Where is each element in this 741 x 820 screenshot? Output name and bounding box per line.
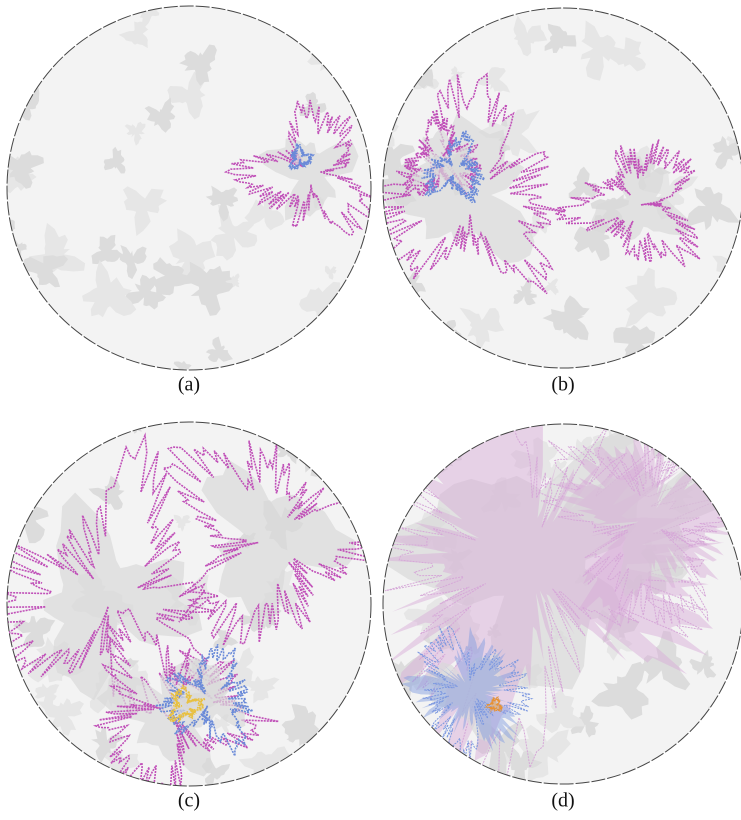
gray-patch bbox=[290, 759, 310, 778]
gray-patch bbox=[366, 315, 422, 369]
panel-label: (c) bbox=[178, 790, 200, 812]
gray-patch bbox=[383, 328, 401, 346]
panel-label: (d) bbox=[551, 790, 574, 812]
gray-patch bbox=[698, 752, 734, 792]
gray-patch bbox=[11, 24, 26, 43]
gray-patch bbox=[388, 465, 401, 478]
gray-patch bbox=[306, 743, 357, 794]
gray-patch bbox=[279, 0, 323, 29]
panel-label: (a) bbox=[178, 374, 200, 396]
gray-patch bbox=[0, 327, 20, 356]
panel-d bbox=[363, 342, 741, 794]
figure: (a) (b) (c) (d) bbox=[0, 0, 741, 820]
gray-patch bbox=[0, 740, 35, 779]
gray-patch bbox=[706, 64, 719, 80]
gray-patch bbox=[302, 433, 335, 472]
gray-patch bbox=[397, 51, 434, 88]
gray-patch bbox=[257, 0, 282, 22]
panel-label: (b) bbox=[551, 374, 574, 396]
panel-a bbox=[0, 0, 374, 376]
gray-patch bbox=[310, 442, 352, 476]
panel-b bbox=[363, 8, 741, 372]
gray-patch bbox=[378, 47, 394, 61]
gray-patch bbox=[13, 47, 32, 63]
gray-patch bbox=[399, 752, 419, 774]
gray-patch bbox=[363, 735, 410, 793]
gray-patch bbox=[334, 0, 352, 17]
gray-patch bbox=[377, 349, 397, 372]
panel-c bbox=[0, 418, 399, 810]
gray-patch bbox=[418, 37, 431, 49]
